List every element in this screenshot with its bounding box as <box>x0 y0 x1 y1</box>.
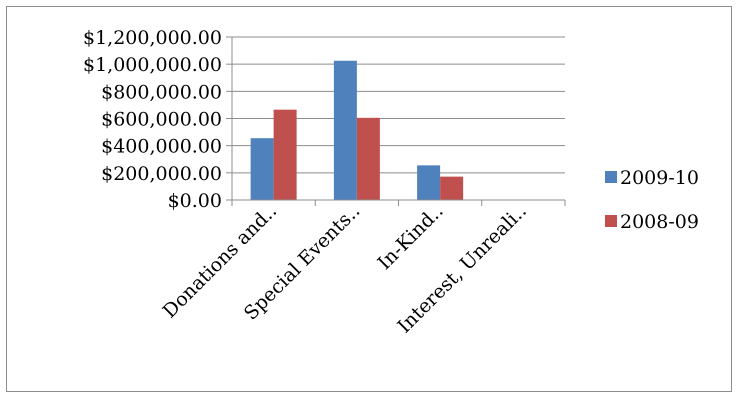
legend-swatch <box>605 171 617 183</box>
y-tick-labels: $0.00 $200,000.00 $400,000.00 $600,000.00 $8… <box>83 27 222 212</box>
x-tick-label: In-Kind.. <box>373 200 447 274</box>
legend-label: 2008-09 <box>620 211 699 233</box>
x-tick-labels: Donations and..Special Events.. In-Kind..… <box>159 200 531 338</box>
bar-2009-10-1 <box>333 60 357 201</box>
y-tick-label: $200,000.00 <box>101 163 222 185</box>
axes <box>226 36 566 206</box>
legend: 2009-10 2008-09 <box>605 167 699 233</box>
y-tick-label: $1,200,000.00 <box>83 27 222 49</box>
bars <box>250 60 547 201</box>
bar-2008-09-2 <box>440 176 464 200</box>
bar-2008-09-1 <box>356 117 380 200</box>
bar-2009-10-2 <box>417 165 441 200</box>
bar-2009-10-0 <box>250 138 274 200</box>
y-tick-label: $0.00 <box>168 190 222 212</box>
legend-label: 2009-10 <box>620 167 699 189</box>
bar-2008-09-0 <box>273 109 297 200</box>
y-tick-label: $400,000.00 <box>101 136 222 158</box>
y-tick-label: $800,000.00 <box>101 81 222 103</box>
legend-swatch <box>605 215 617 227</box>
y-tick-label: $1,000,000.00 <box>83 54 222 76</box>
y-tick-label: $600,000.00 <box>101 109 222 131</box>
